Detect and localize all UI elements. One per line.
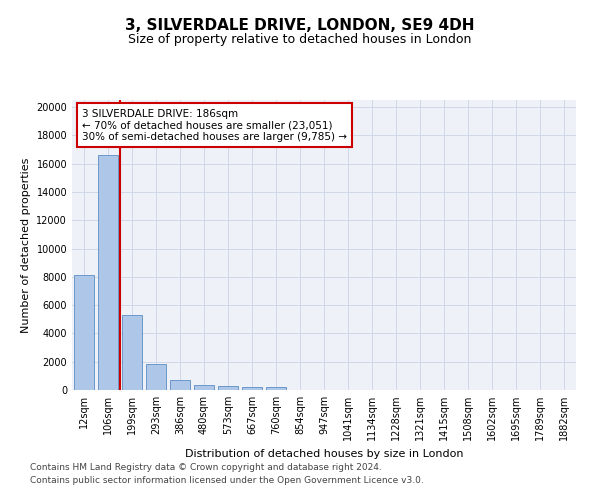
Bar xyxy=(218,386,238,390)
Bar xyxy=(170,380,190,390)
Text: 3, SILVERDALE DRIVE, LONDON, SE9 4DH: 3, SILVERDALE DRIVE, LONDON, SE9 4DH xyxy=(125,18,475,32)
Bar xyxy=(98,155,118,390)
Text: Size of property relative to detached houses in London: Size of property relative to detached ho… xyxy=(128,32,472,46)
Text: Contains HM Land Registry data © Crown copyright and database right 2024.: Contains HM Land Registry data © Crown c… xyxy=(30,464,382,472)
Bar xyxy=(266,388,286,390)
Bar xyxy=(122,315,142,390)
X-axis label: Distribution of detached houses by size in London: Distribution of detached houses by size … xyxy=(185,448,463,458)
Bar xyxy=(194,384,214,390)
Bar xyxy=(242,387,262,390)
Bar xyxy=(146,364,166,390)
Bar xyxy=(74,276,94,390)
Text: 3 SILVERDALE DRIVE: 186sqm
← 70% of detached houses are smaller (23,051)
30% of : 3 SILVERDALE DRIVE: 186sqm ← 70% of deta… xyxy=(82,108,347,142)
Text: Contains public sector information licensed under the Open Government Licence v3: Contains public sector information licen… xyxy=(30,476,424,485)
Y-axis label: Number of detached properties: Number of detached properties xyxy=(21,158,31,332)
